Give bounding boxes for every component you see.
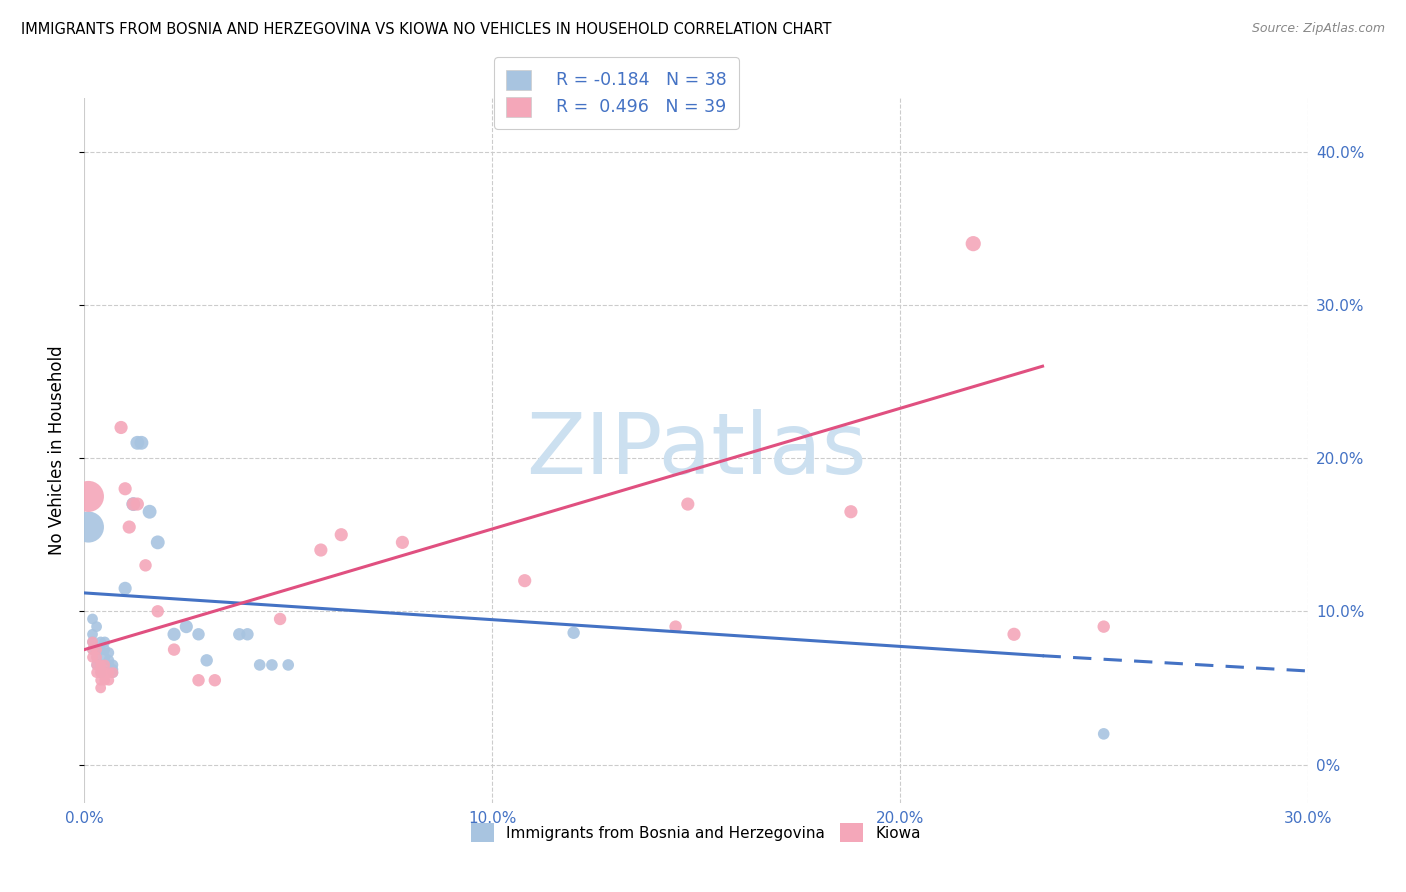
Point bbox=[101, 657, 124, 672]
Point bbox=[93, 650, 115, 665]
Point bbox=[187, 673, 209, 688]
Point bbox=[330, 527, 353, 541]
Point bbox=[93, 665, 115, 680]
Point bbox=[93, 635, 115, 649]
Point bbox=[97, 665, 120, 680]
Point bbox=[82, 627, 104, 641]
Point bbox=[195, 653, 218, 667]
Point bbox=[277, 657, 299, 672]
Point bbox=[1002, 627, 1025, 641]
Y-axis label: No Vehicles in Household: No Vehicles in Household bbox=[48, 345, 66, 556]
Point bbox=[97, 657, 120, 672]
Point bbox=[101, 665, 124, 680]
Point bbox=[269, 612, 291, 626]
Point bbox=[86, 657, 108, 672]
Point bbox=[90, 681, 112, 695]
Point bbox=[260, 657, 283, 672]
Point bbox=[93, 657, 115, 672]
Point bbox=[513, 574, 536, 588]
Point bbox=[93, 642, 115, 657]
Point bbox=[309, 543, 332, 558]
Point bbox=[101, 663, 124, 677]
Point bbox=[1092, 619, 1115, 633]
Point bbox=[839, 505, 862, 519]
Point bbox=[97, 646, 120, 660]
Point bbox=[86, 642, 108, 657]
Point bbox=[97, 673, 120, 688]
Point bbox=[101, 665, 124, 680]
Point bbox=[90, 635, 112, 649]
Point bbox=[138, 505, 160, 519]
Point bbox=[82, 635, 104, 649]
Point bbox=[146, 604, 169, 618]
Point bbox=[131, 435, 153, 450]
Point bbox=[163, 627, 186, 641]
Point bbox=[90, 657, 112, 672]
Point bbox=[86, 650, 108, 665]
Point bbox=[236, 627, 259, 641]
Point bbox=[249, 657, 271, 672]
Point bbox=[228, 627, 250, 641]
Point bbox=[665, 619, 688, 633]
Point bbox=[676, 497, 699, 511]
Point bbox=[82, 642, 104, 657]
Legend: Immigrants from Bosnia and Herzegovina, Kiowa: Immigrants from Bosnia and Herzegovina, … bbox=[465, 817, 927, 848]
Text: IMMIGRANTS FROM BOSNIA AND HERZEGOVINA VS KIOWA NO VEHICLES IN HOUSEHOLD CORRELA: IMMIGRANTS FROM BOSNIA AND HERZEGOVINA V… bbox=[21, 22, 831, 37]
Point bbox=[562, 625, 585, 640]
Text: Source: ZipAtlas.com: Source: ZipAtlas.com bbox=[1251, 22, 1385, 36]
Point bbox=[97, 653, 120, 667]
Point bbox=[90, 673, 112, 688]
Point bbox=[187, 627, 209, 641]
Point bbox=[110, 420, 132, 434]
Point bbox=[135, 558, 157, 573]
Point bbox=[1092, 727, 1115, 741]
Point bbox=[86, 665, 108, 680]
Point bbox=[86, 650, 108, 665]
Point bbox=[114, 582, 136, 596]
Point bbox=[391, 535, 413, 549]
Point bbox=[90, 665, 112, 680]
Point bbox=[118, 520, 141, 534]
Point bbox=[90, 642, 112, 657]
Point bbox=[122, 497, 145, 511]
Point bbox=[127, 435, 149, 450]
Point bbox=[82, 612, 104, 626]
Point bbox=[174, 619, 197, 633]
Point bbox=[962, 236, 984, 251]
Point bbox=[77, 490, 100, 504]
Point bbox=[86, 642, 108, 657]
Point bbox=[86, 619, 108, 633]
Point bbox=[82, 635, 104, 649]
Text: ZIPatlas: ZIPatlas bbox=[526, 409, 866, 492]
Point bbox=[127, 497, 149, 511]
Point bbox=[90, 665, 112, 680]
Point bbox=[204, 673, 226, 688]
Point bbox=[77, 520, 100, 534]
Point bbox=[146, 535, 169, 549]
Point bbox=[82, 642, 104, 657]
Point bbox=[114, 482, 136, 496]
Point bbox=[90, 657, 112, 672]
Point bbox=[86, 657, 108, 672]
Point bbox=[93, 673, 115, 688]
Point bbox=[163, 642, 186, 657]
Point bbox=[82, 650, 104, 665]
Point bbox=[122, 497, 145, 511]
